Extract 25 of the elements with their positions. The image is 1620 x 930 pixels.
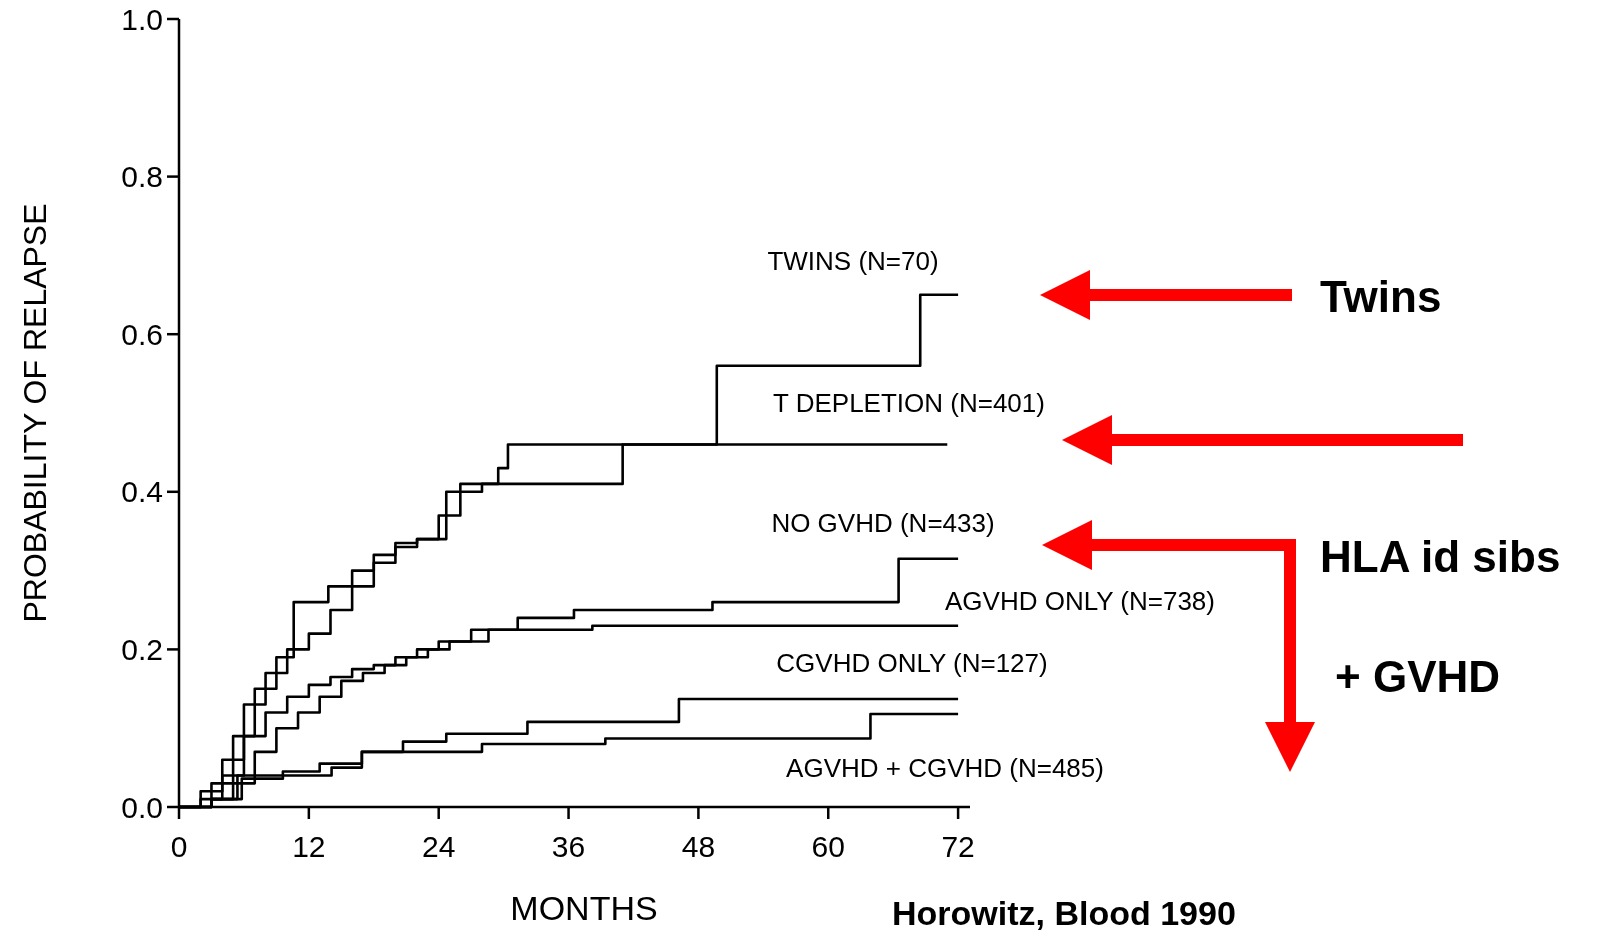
x-tick-label: 36 [551,830,586,863]
series-label: NO GVHD (N=433) [771,508,995,538]
y-tick-label: 1.0 [121,2,163,36]
x-tick-label: 48 [681,830,716,863]
x-axis-title: MONTHS [510,889,658,927]
x-tick-label: 24 [422,830,456,863]
y-tick-label: 0.2 [121,632,163,666]
series-label: T DEPLETION (N=401) [773,388,1045,418]
y-tick-label: 0.6 [121,317,163,351]
y-axis-title: PROBABILITY OF RELAPSE [17,203,53,623]
series-label: CGVHD ONLY (N=127) [776,648,1048,678]
y-tick-label: 0.0 [121,790,163,824]
series-label: AGVHD ONLY (N=738) [945,586,1215,616]
text: Horowitz, Blood 1990 [892,894,1236,930]
text: + GVHD [1335,652,1501,701]
x-tick-label: 60 [811,830,845,863]
x-tick-label: 0 [170,830,188,863]
series-label: AGVHD + CGVHD (N=485) [786,753,1104,783]
y-tick-label: 0.4 [121,475,163,509]
y-tick-label: 0.8 [121,160,163,194]
text: HLA id sibs [1320,532,1561,581]
x-tick-label: 12 [292,830,326,863]
x-tick-label: 72 [941,830,975,863]
series-label: TWINS (N=70) [767,246,939,276]
text: Twins [1320,272,1442,321]
